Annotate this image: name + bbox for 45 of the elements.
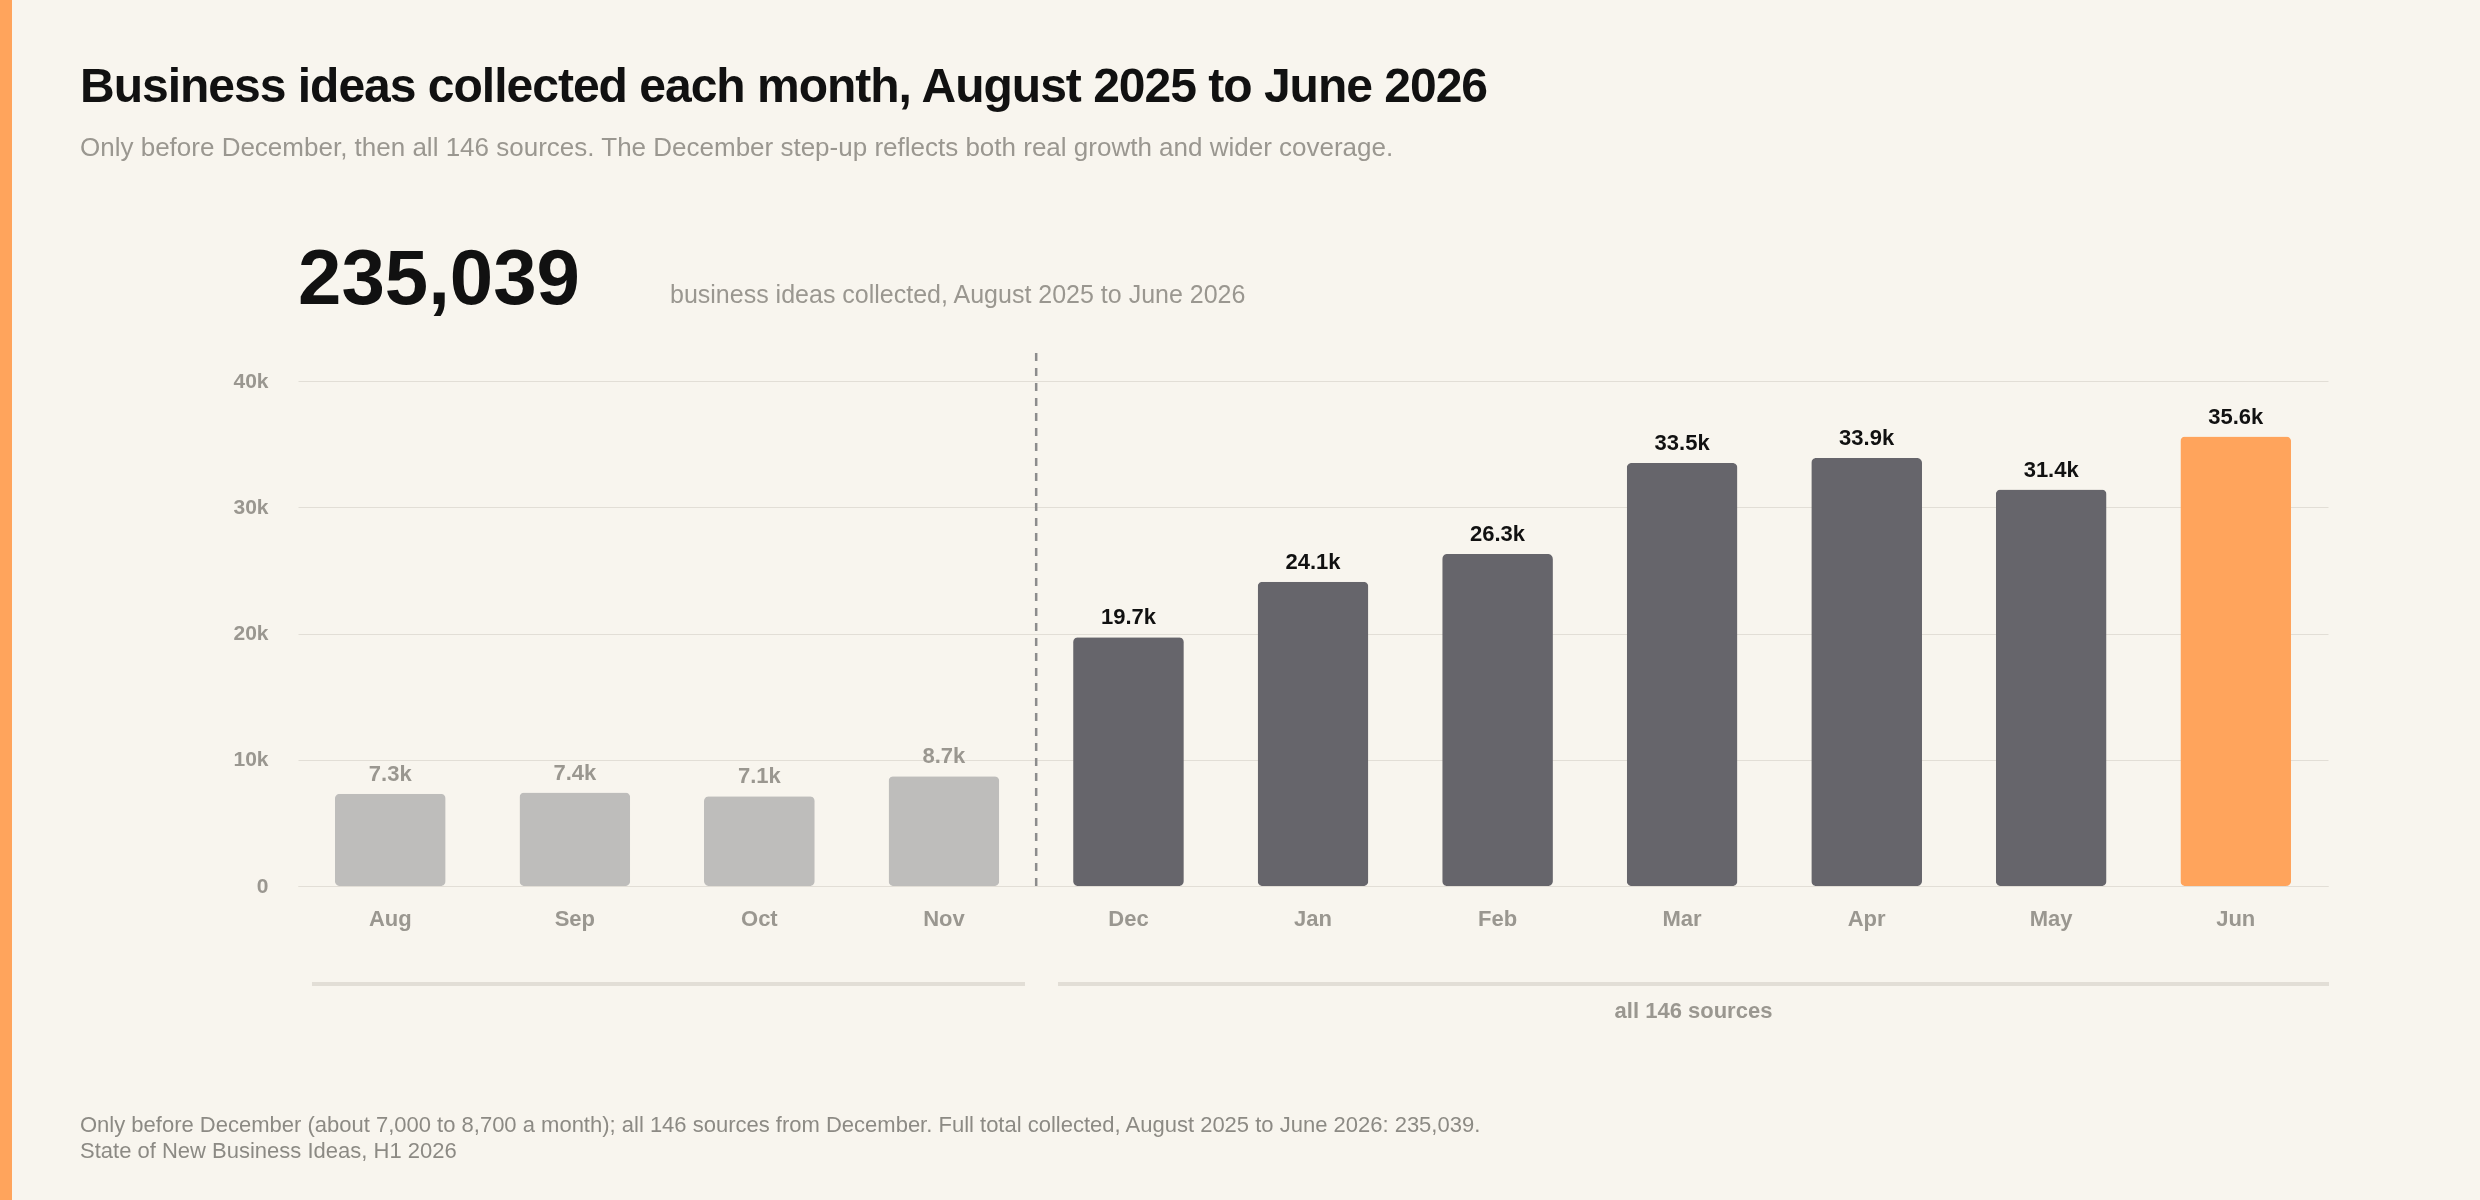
text: all 146 sources [1613,998,1774,1024]
data-label: 8.7k [922,743,967,769]
data-label: 31.4k [2023,456,2080,482]
y-tick-label: 30k [233,494,269,518]
text: business ideas collected, August 2025 to June 2026 [670,280,1246,309]
x-tick-label: Aug [368,905,412,931]
x-tick-label: Mar [1662,905,1703,931]
y-tick-label: 20k [233,621,269,644]
x-tick-label: Dec [1108,905,1149,931]
bar [1442,553,1553,886]
y-tick-label: 40k [233,368,269,392]
data-label: 33.9k [1839,425,1895,451]
data-label: 7.1k [737,763,782,789]
x-tick-label: Jan [1294,905,1332,931]
text: Only before December (about 7,000 to 8,700 a month); all 146 sources from December. Full total collected, August 2025 to June 2026: 235,039. [80,1112,1481,1138]
data-label: 33.5k [1654,430,1711,456]
x-tick-label: Oct [741,905,779,931]
bar [519,792,631,886]
bar [1811,458,1922,886]
bar [1257,581,1369,886]
x-tick-label: Jun [2216,905,2256,931]
chart-title: Business ideas collected each month, August 2025 to June 2026 [80,58,1488,113]
bar [1073,637,1184,886]
data-label: 7.4k [553,759,597,785]
bar [704,796,815,886]
y-tick-label: 0 [256,873,269,897]
data-label: 35.6k [2208,403,2265,429]
bar [888,776,1000,886]
bar [2180,436,2292,886]
y-tick-label: 10k [233,747,269,771]
text: State of New Business Ideas, H1 2026 [80,1138,457,1164]
x-tick-label: Feb [1477,905,1518,931]
x-tick-label: Sep [554,905,595,931]
chart-subtitle: Only before December, then all 146 sources. The December step-up reflects both real growth and wider coverage. [80,132,1394,163]
bar [1995,489,2107,886]
data-label: 24.1k [1285,548,1342,574]
x-tick-label: May [2029,905,2074,931]
text: 235,039 [298,232,580,323]
data-label: 26.3k [1470,520,1526,546]
data-label: 7.3k [368,760,413,786]
x-tick-label: Nov [923,905,966,931]
x-tick-label: Apr [1847,905,1887,931]
data-label: 19.7k [1100,604,1157,630]
bar [1626,463,1738,886]
bar [334,793,446,886]
